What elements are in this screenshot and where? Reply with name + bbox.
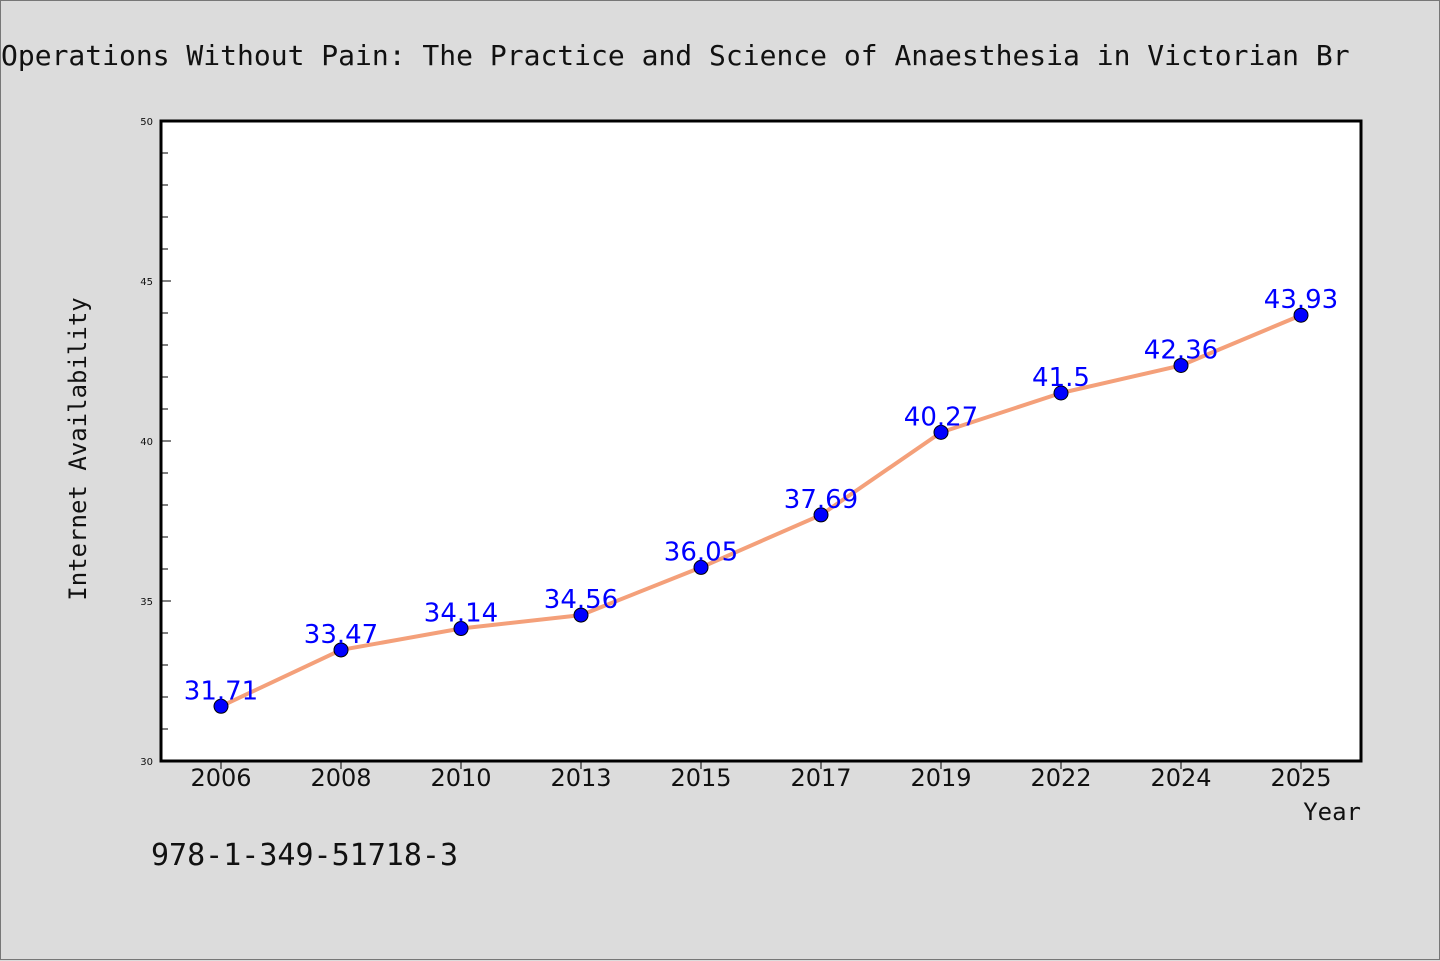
chart-title: Operations Without Pain: The Practice an… [1, 39, 1350, 72]
x-tick-label: 2022 [1030, 764, 1091, 792]
x-tick-label: 2015 [670, 764, 731, 792]
isbn-text: 978-1-349-51718-3 [151, 838, 458, 873]
x-tick-label: 2024 [1150, 764, 1211, 792]
y-tick-label: 30 [140, 757, 153, 768]
y-tick-label: 45 [140, 277, 153, 288]
x-tick-label: 2017 [790, 764, 851, 792]
x-tick-label: 2025 [1270, 764, 1331, 792]
data-point [333, 642, 349, 658]
data-point [693, 559, 709, 575]
plot-area [159, 119, 1363, 763]
data-point [1053, 385, 1069, 401]
y-tick-label: 50 [140, 117, 153, 128]
y-axis-label: Internet Availability [64, 297, 92, 600]
data-label: 41.5 [1032, 363, 1090, 393]
data-label: 42.36 [1144, 335, 1218, 365]
data-point [1173, 357, 1189, 373]
data-label: 40.27 [904, 402, 978, 432]
x-tick-label: 2019 [910, 764, 971, 792]
data-point [933, 424, 949, 440]
data-label: 33.47 [304, 620, 378, 650]
series-line [220, 313, 1302, 709]
data-point [1293, 307, 1309, 323]
data-label: 36.05 [664, 537, 738, 567]
x-axis-label: Year [1303, 798, 1361, 826]
series-group: 31.71 33.47 34.14 34.56 36.05 37.69 40.27 41.5 4… [184, 285, 1338, 714]
data-point [573, 607, 589, 623]
x-tick-label: 2008 [310, 764, 371, 792]
x-axis: 2006 2008 2010 2013 2015 2017 2019 2022 2024 2025 [190, 761, 1332, 792]
data-label: 43.93 [1264, 285, 1338, 315]
data-label: 34.14 [424, 599, 498, 629]
data-label: 37.69 [784, 485, 858, 515]
y-axis: 30 35 40 45 50 [140, 117, 171, 768]
data-point [453, 621, 469, 637]
x-tick-label: 2010 [430, 764, 491, 792]
y-tick-label: 40 [140, 437, 153, 448]
data-label: 31.71 [184, 676, 258, 706]
data-label: 34.56 [544, 585, 618, 615]
y-tick-label: 35 [140, 597, 153, 608]
x-tick-label: 2013 [550, 764, 611, 792]
data-point [213, 698, 229, 714]
data-point [813, 507, 829, 523]
x-tick-label: 2006 [190, 764, 251, 792]
